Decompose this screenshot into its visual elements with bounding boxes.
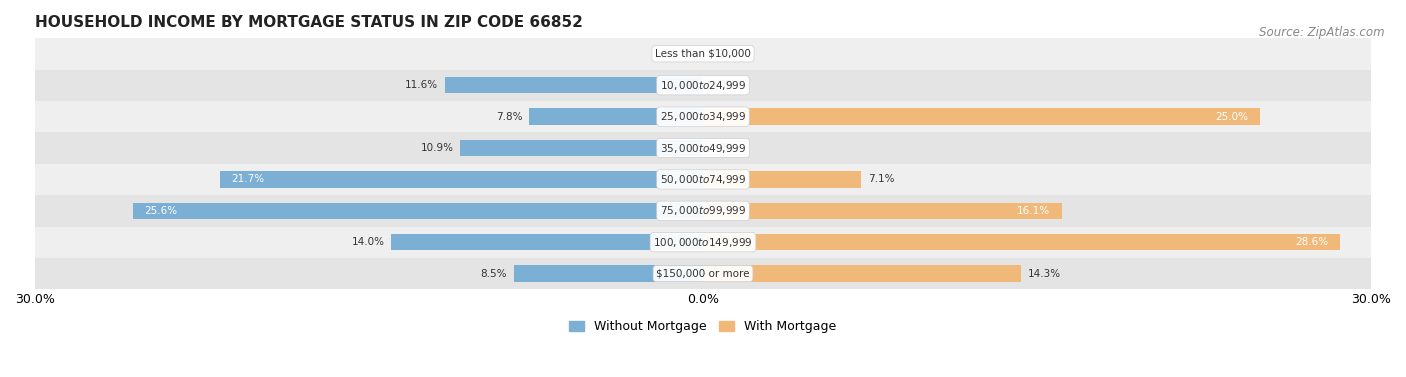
Bar: [134, 203, 703, 219]
Text: 10.9%: 10.9%: [420, 143, 454, 153]
Bar: [703, 109, 1260, 125]
Text: $10,000 to $24,999: $10,000 to $24,999: [659, 79, 747, 92]
Text: 16.1%: 16.1%: [1018, 206, 1050, 216]
Legend: Without Mortgage, With Mortgage: Without Mortgage, With Mortgage: [564, 315, 842, 338]
Bar: [35, 132, 1371, 164]
Text: 0.0%: 0.0%: [710, 49, 735, 59]
Text: 0.0%: 0.0%: [710, 80, 735, 90]
Bar: [529, 109, 703, 125]
Bar: [35, 258, 1371, 289]
Text: 14.3%: 14.3%: [1028, 268, 1062, 279]
Bar: [35, 38, 1371, 69]
Text: $35,000 to $49,999: $35,000 to $49,999: [659, 141, 747, 155]
Text: $25,000 to $34,999: $25,000 to $34,999: [659, 110, 747, 123]
Bar: [444, 77, 703, 93]
Bar: [35, 101, 1371, 132]
Text: 25.0%: 25.0%: [1216, 112, 1249, 122]
Text: HOUSEHOLD INCOME BY MORTGAGE STATUS IN ZIP CODE 66852: HOUSEHOLD INCOME BY MORTGAGE STATUS IN Z…: [35, 15, 583, 30]
Text: Source: ZipAtlas.com: Source: ZipAtlas.com: [1260, 26, 1385, 39]
Text: 28.6%: 28.6%: [1295, 237, 1329, 247]
Bar: [391, 234, 703, 250]
Bar: [35, 164, 1371, 195]
Text: 7.1%: 7.1%: [868, 175, 894, 184]
Text: 7.8%: 7.8%: [496, 112, 523, 122]
Text: Less than $10,000: Less than $10,000: [655, 49, 751, 59]
Text: $150,000 or more: $150,000 or more: [657, 268, 749, 279]
Text: 14.0%: 14.0%: [352, 237, 385, 247]
Bar: [703, 265, 1021, 282]
Text: 8.5%: 8.5%: [481, 268, 508, 279]
Text: 0.0%: 0.0%: [671, 49, 696, 59]
Bar: [703, 203, 1062, 219]
Text: $100,000 to $149,999: $100,000 to $149,999: [654, 236, 752, 249]
Bar: [460, 140, 703, 156]
Bar: [35, 227, 1371, 258]
Bar: [703, 234, 1340, 250]
Text: 11.6%: 11.6%: [405, 80, 439, 90]
Text: 25.6%: 25.6%: [143, 206, 177, 216]
Bar: [703, 171, 860, 188]
Bar: [35, 69, 1371, 101]
Text: 0.0%: 0.0%: [710, 143, 735, 153]
Bar: [35, 195, 1371, 227]
Bar: [219, 171, 703, 188]
Bar: [513, 265, 703, 282]
Text: $75,000 to $99,999: $75,000 to $99,999: [659, 204, 747, 217]
Text: 21.7%: 21.7%: [231, 175, 264, 184]
Text: $50,000 to $74,999: $50,000 to $74,999: [659, 173, 747, 186]
